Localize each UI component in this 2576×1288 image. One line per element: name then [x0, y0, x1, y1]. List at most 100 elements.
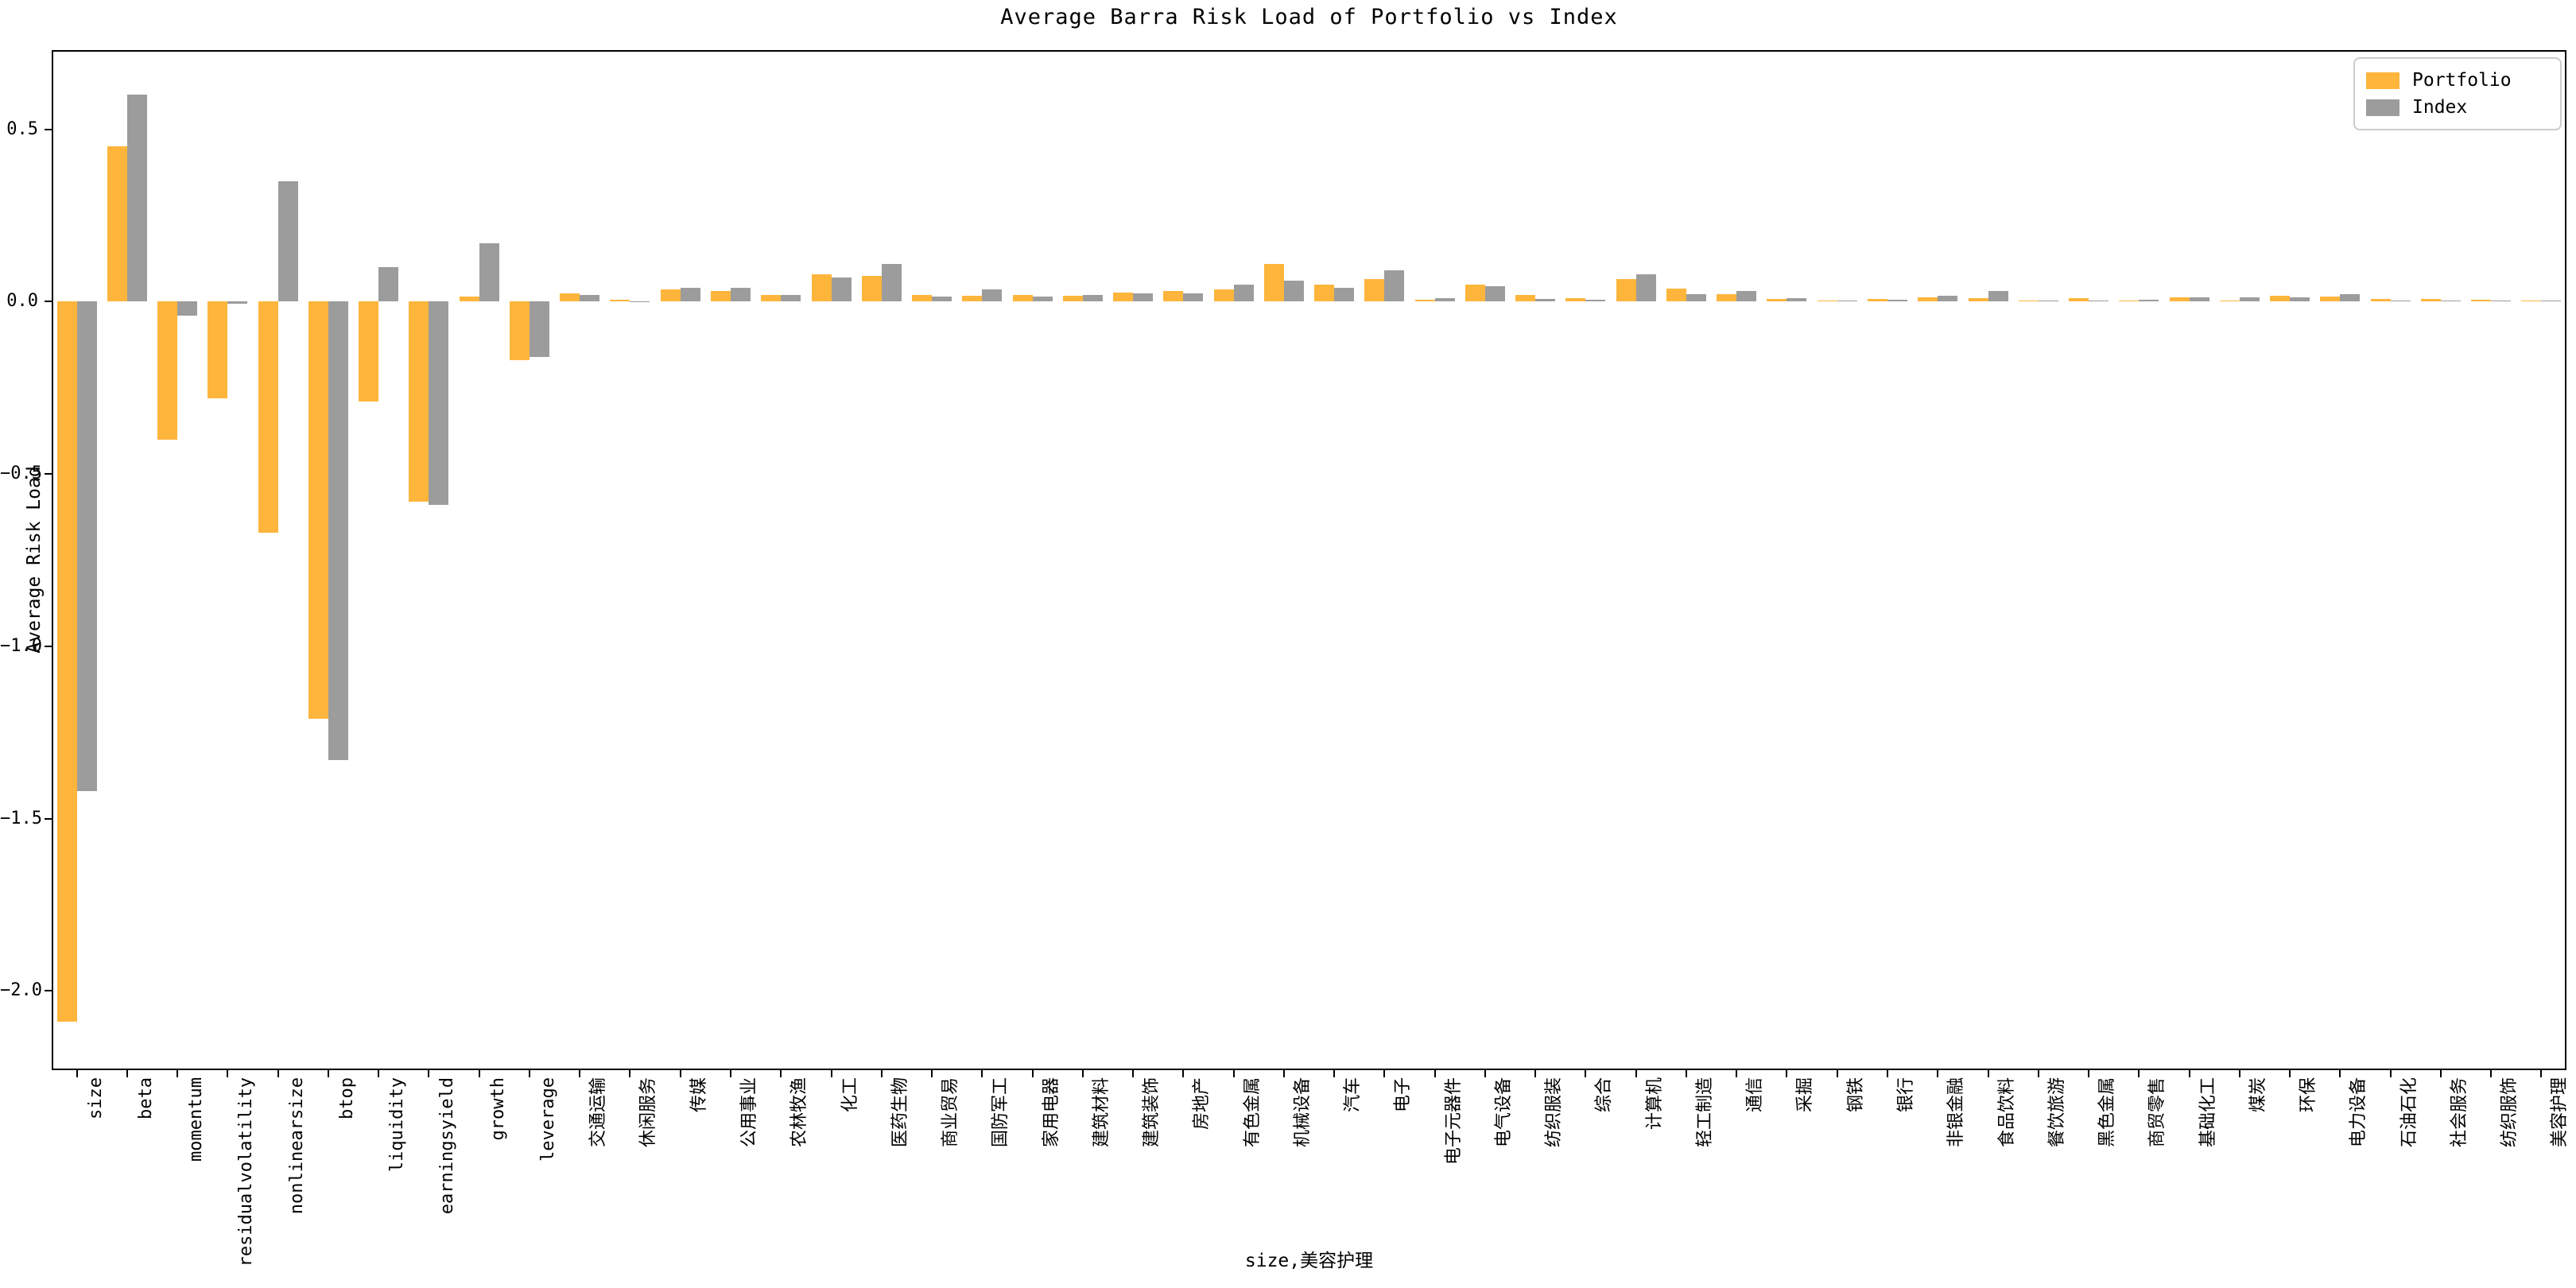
x-tick-label-text: 电子	[1393, 1077, 1414, 1113]
legend: Portfolio Index	[2353, 57, 2562, 130]
x-tick-label-text: size	[85, 1077, 106, 1119]
bar-index-13	[681, 288, 700, 302]
bar-index-34	[1736, 291, 1756, 302]
y-tick-label: −1.5	[0, 808, 42, 828]
bar-portfolio-29	[1465, 284, 1485, 302]
x-tick-mark	[579, 1070, 581, 1077]
bar-portfolio-13	[661, 289, 681, 302]
x-tick-label-text: 交通运输	[588, 1077, 609, 1148]
bar-portfolio-6	[308, 301, 328, 719]
x-tick-label-text: 综合	[1594, 1077, 1615, 1113]
bar-index-2	[127, 95, 147, 302]
bar-portfolio-7	[359, 301, 378, 402]
bar-portfolio-30	[1515, 294, 1535, 302]
bar-index-7	[378, 267, 398, 302]
x-tick-label-text: 采掘	[1795, 1077, 1816, 1113]
bar-index-8	[429, 301, 448, 506]
x-tick-label-text: 煤炭	[2248, 1077, 2268, 1113]
x-tick-label-text: beta	[135, 1077, 156, 1119]
bar-portfolio-1	[57, 301, 77, 1022]
x-tick-label-text: 建筑装饰	[1142, 1077, 1162, 1148]
bar-portfolio-41	[2069, 298, 2089, 302]
bar-portfolio-36	[1818, 300, 1837, 302]
bar-portfolio-5	[258, 301, 278, 533]
x-tick-label-text: 有色金属	[1242, 1077, 1263, 1148]
bar-index-44	[2240, 297, 2260, 302]
bar-index-32	[1636, 274, 1656, 302]
bar-index-25	[1284, 281, 1304, 302]
bar-index-6	[328, 301, 348, 760]
bar-portfolio-32	[1616, 279, 1636, 302]
x-tick-label-text: 通信	[1745, 1077, 1766, 1113]
x-tick-label-text: 银行	[1895, 1077, 1916, 1113]
bar-index-26	[1334, 288, 1354, 302]
x-tick-label-text: 传媒	[689, 1077, 709, 1113]
x-tick-mark	[1937, 1070, 1939, 1077]
x-tick-label-text: 食品饮料	[1996, 1077, 2017, 1148]
x-tick-mark	[1232, 1070, 1235, 1077]
bar-index-48	[2441, 300, 2461, 302]
bar-portfolio-28	[1415, 300, 1435, 302]
x-tick-label-text: 房地产	[1192, 1077, 1212, 1131]
bar-portfolio-44	[2220, 300, 2240, 302]
bar-portfolio-20	[1013, 294, 1033, 302]
x-tick-label-text: 社会服务	[2449, 1077, 2469, 1148]
x-tick-mark	[931, 1070, 933, 1077]
bar-index-14	[731, 288, 751, 302]
x-tick-mark	[1031, 1070, 1034, 1077]
x-tick-mark	[1282, 1070, 1285, 1077]
bar-portfolio-25	[1264, 263, 1284, 302]
bar-portfolio-12	[610, 300, 630, 302]
x-tick-label-text: 国防军工	[991, 1077, 1011, 1148]
x-tick-mark	[1182, 1070, 1185, 1077]
x-tick-mark	[2088, 1070, 2090, 1077]
bar-index-23	[1183, 293, 1203, 302]
bar-index-9	[479, 242, 499, 302]
bar-index-28	[1435, 298, 1455, 302]
x-tick-mark	[2188, 1070, 2190, 1077]
x-tick-label-text: 非银金融	[1946, 1077, 1967, 1148]
x-tick-mark	[378, 1070, 380, 1077]
bar-portfolio-11	[560, 293, 580, 302]
x-tick-mark	[227, 1070, 229, 1077]
x-tick-label-text: 汽车	[1343, 1077, 1364, 1113]
y-tick-label: −0.5	[0, 464, 42, 484]
x-tick-mark	[2339, 1070, 2341, 1077]
x-tick-mark	[1585, 1070, 1587, 1077]
y-tick-label: 0.5	[6, 118, 38, 139]
x-tick-label-text: liquidity	[387, 1077, 408, 1173]
bar-portfolio-49	[2471, 300, 2491, 302]
x-tick-mark	[2138, 1070, 2140, 1077]
x-tick-mark	[2238, 1070, 2240, 1077]
x-tick-label-text: 建筑材料	[1091, 1077, 1111, 1148]
bar-portfolio-22	[1113, 292, 1133, 302]
x-tick-mark	[478, 1070, 480, 1077]
x-tick-mark	[1786, 1070, 1788, 1077]
y-tick-mark	[45, 301, 52, 303]
bar-index-42	[2139, 300, 2159, 302]
x-tick-label-text: 餐饮旅游	[2046, 1077, 2067, 1148]
x-tick-mark	[1132, 1070, 1135, 1077]
x-tick-label-text: 电力设备	[2349, 1077, 2369, 1148]
x-tick-mark	[2540, 1070, 2543, 1077]
bar-portfolio-27	[1364, 279, 1384, 302]
bar-portfolio-39	[1969, 298, 1988, 302]
x-tick-mark	[327, 1070, 329, 1077]
x-tick-label-text: 休闲服务	[638, 1077, 659, 1148]
x-tick-mark	[1081, 1070, 1084, 1077]
bar-portfolio-17	[862, 275, 882, 302]
bar-index-19	[982, 289, 1002, 302]
x-tick-label-text: momentum	[186, 1077, 207, 1162]
x-tick-mark	[2037, 1070, 2039, 1077]
x-tick-label-text: 商业贸易	[941, 1077, 961, 1148]
x-tick-mark	[1484, 1070, 1486, 1077]
x-tick-mark	[1534, 1070, 1537, 1077]
x-tick-mark	[1836, 1070, 1838, 1077]
bar-portfolio-33	[1666, 288, 1686, 302]
bar-index-24	[1234, 284, 1254, 302]
x-tick-mark	[2389, 1070, 2392, 1077]
bar-index-43	[2190, 297, 2209, 302]
portfolio-swatch-icon	[2366, 72, 2399, 89]
bar-portfolio-16	[812, 274, 832, 302]
